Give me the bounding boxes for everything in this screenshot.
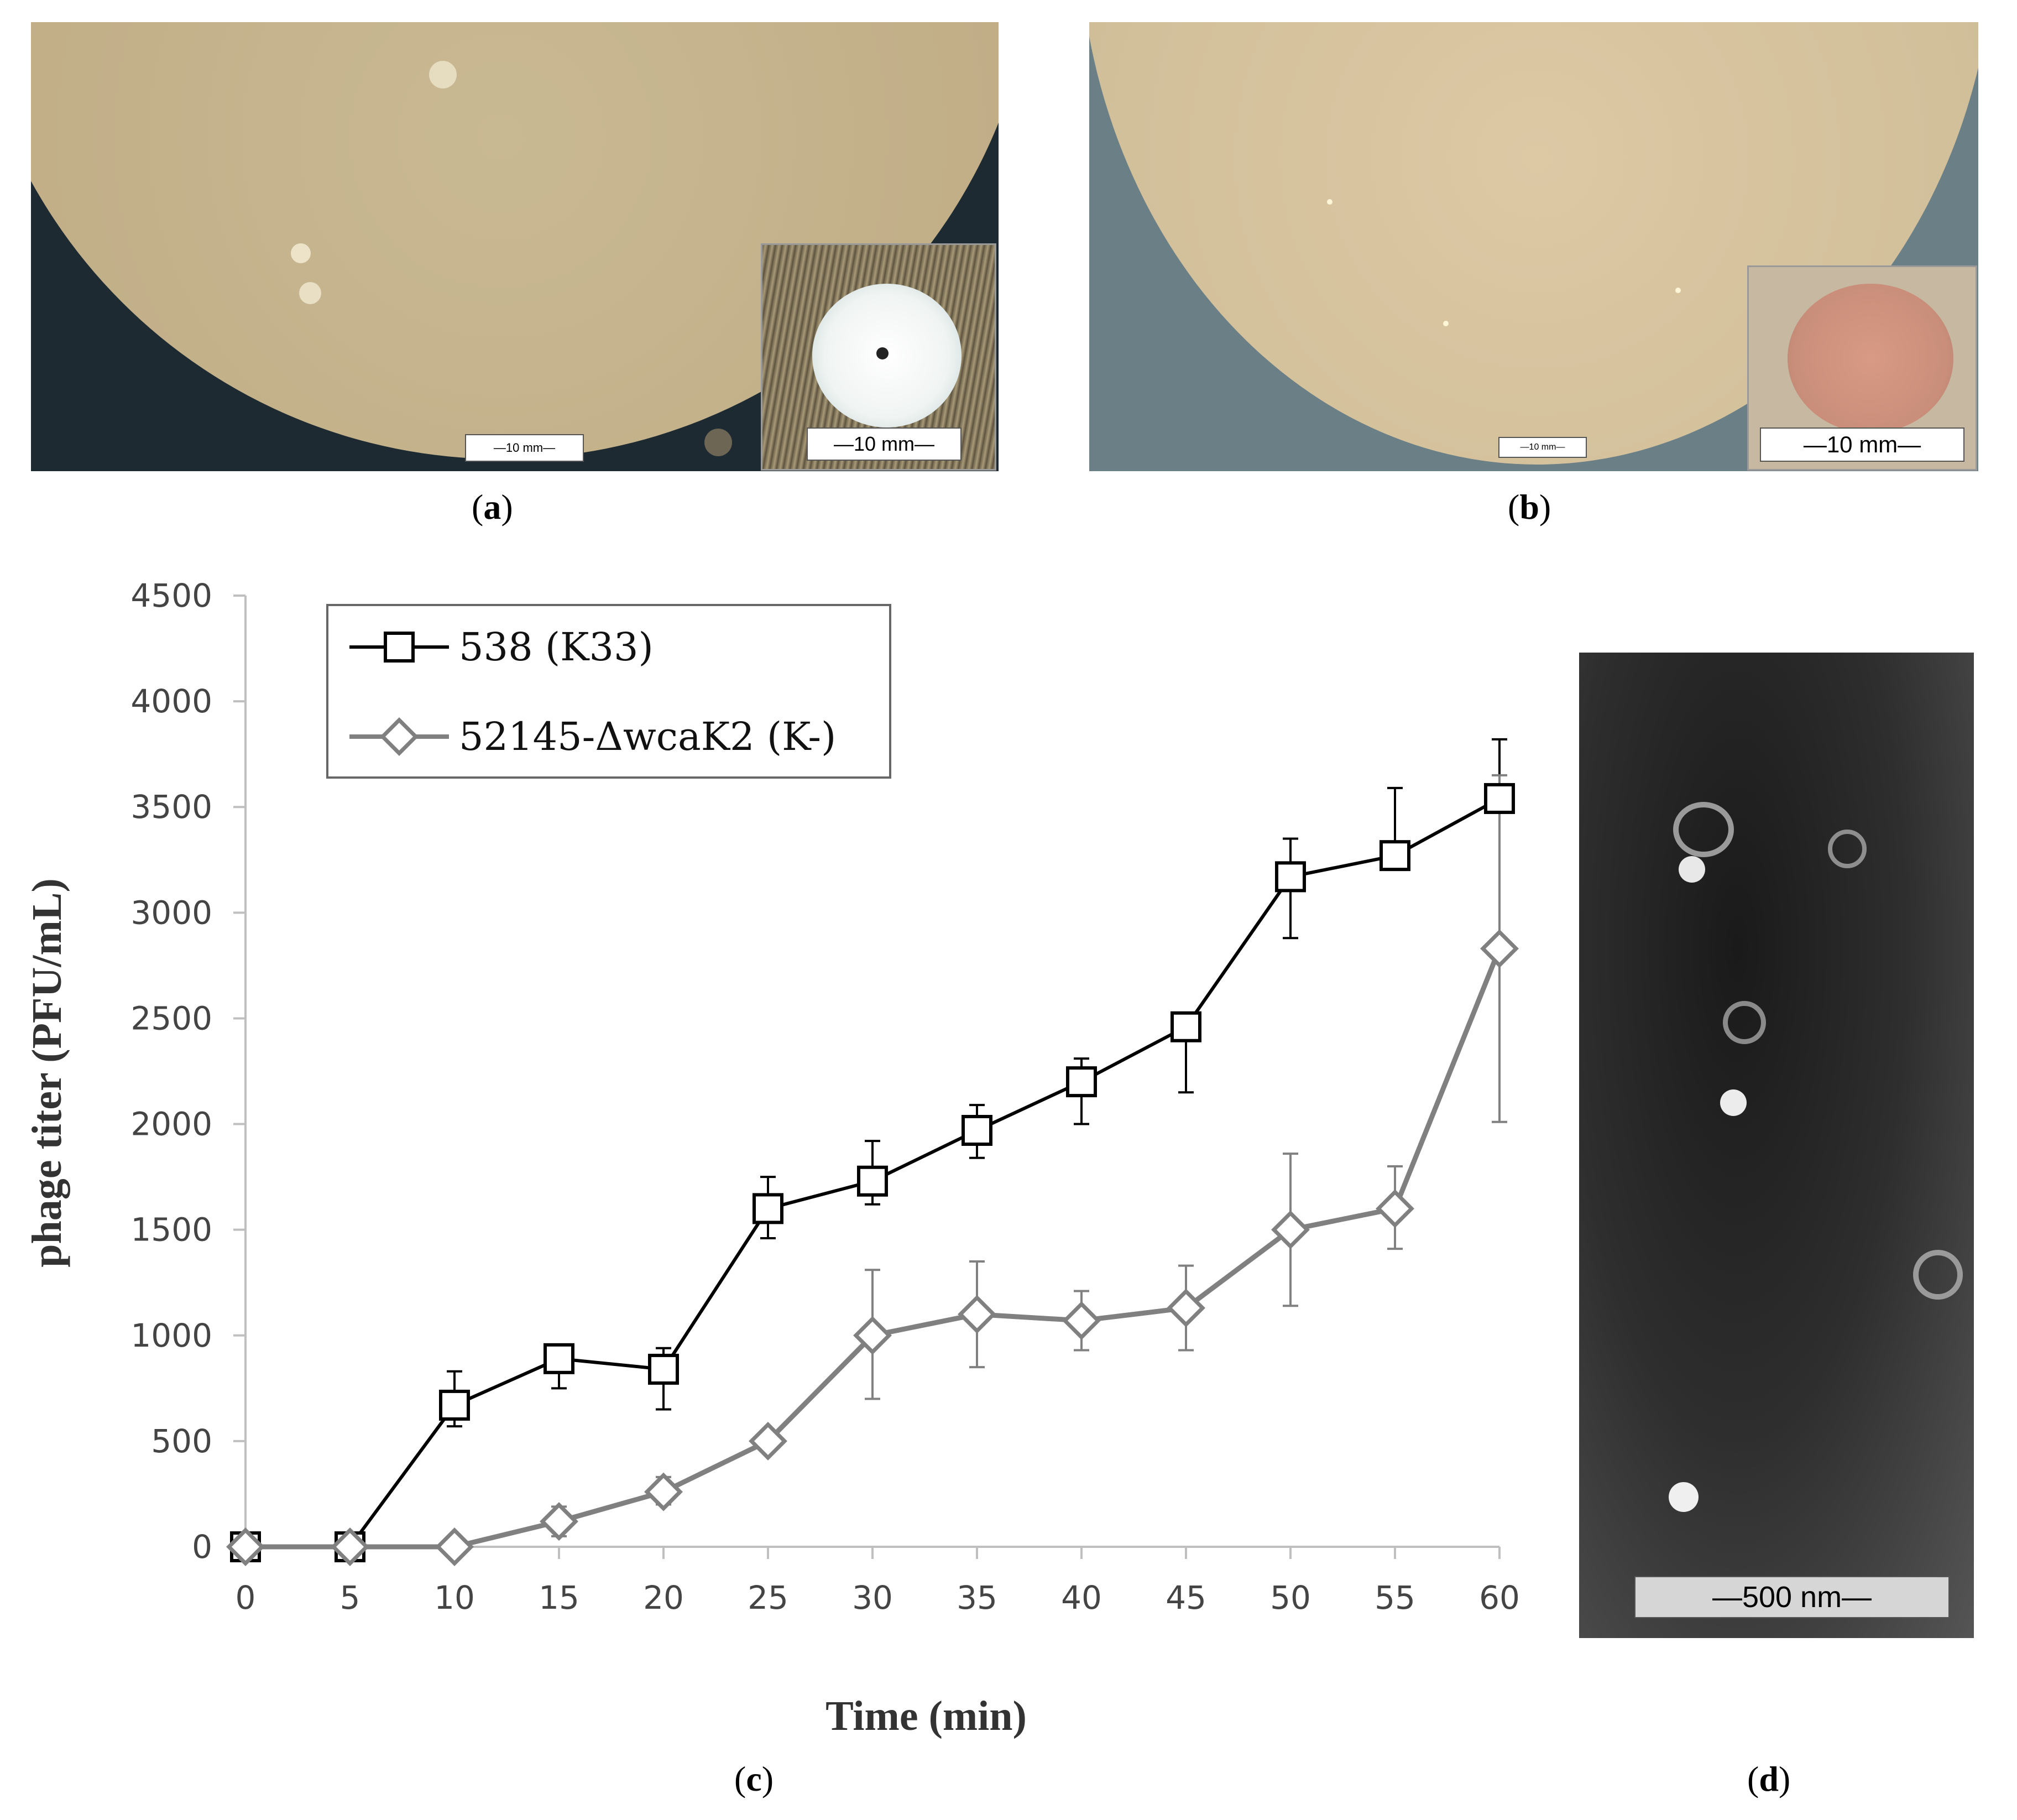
chart-legend: 538 (K33) 52145-ΔwcaK2 (K-) xyxy=(326,604,891,779)
data-point-diamond xyxy=(435,1527,474,1566)
data-point-diamond xyxy=(1271,1210,1310,1249)
dark-spot xyxy=(704,429,732,456)
data-point-square xyxy=(962,1115,992,1146)
inset-scale-bar: —10 mm— xyxy=(1760,427,1964,462)
phage-particle xyxy=(1913,1250,1963,1300)
phage-head xyxy=(1669,1482,1699,1512)
y-tick-label: 500 xyxy=(151,1422,212,1460)
x-tick-label: 30 xyxy=(852,1579,893,1616)
data-point-square xyxy=(648,1353,679,1385)
y-tick-label: 3000 xyxy=(130,894,212,931)
plaque-spot xyxy=(429,61,457,88)
x-tick-label: 15 xyxy=(539,1579,579,1616)
y-tick-label: 2000 xyxy=(130,1105,212,1143)
plaque-spot xyxy=(291,243,311,263)
scale-bar: —10 mm— xyxy=(1498,437,1587,458)
data-point-square xyxy=(1275,861,1306,893)
phage-head xyxy=(1720,1089,1747,1116)
phage-particle xyxy=(1673,802,1734,857)
data-point-diamond xyxy=(958,1295,996,1334)
legend-box xyxy=(326,604,891,779)
x-tick-label: 60 xyxy=(1479,1579,1520,1616)
panel-label-b: (b) xyxy=(1508,487,1551,526)
data-point-square xyxy=(753,1193,783,1224)
legend-square-marker xyxy=(384,632,415,663)
plaque-spot xyxy=(1675,288,1681,293)
data-point-square xyxy=(544,1343,574,1374)
x-tick-label: 0 xyxy=(236,1579,256,1616)
series-markers xyxy=(226,783,1519,1566)
phage-head xyxy=(1679,856,1705,883)
y-tick-label: 4500 xyxy=(130,577,212,614)
legend-label-52145: 52145-ΔwcaK2 (K-) xyxy=(459,714,836,759)
plate-photo-a: —10 mm— —10 mm— xyxy=(31,22,999,471)
data-point-square xyxy=(1484,783,1515,814)
y-tick-label: 1000 xyxy=(130,1317,212,1354)
scale-bar: —10 mm— xyxy=(465,434,584,462)
y-tick-label: 3500 xyxy=(130,788,212,826)
y-tick-label: 4000 xyxy=(130,682,212,720)
micrograph-background xyxy=(1579,653,1974,1638)
plaque-spot xyxy=(1327,199,1333,205)
x-tick-label: 5 xyxy=(340,1579,360,1616)
plate-photo-b: —10 mm— —10 mm— xyxy=(1089,22,1978,471)
plaque-spot xyxy=(299,282,321,304)
x-axis-title: Time (min) xyxy=(825,1693,1027,1739)
inset-photo-a: —10 mm— xyxy=(761,243,996,471)
plaque-spot xyxy=(1443,321,1449,326)
data-point-square xyxy=(857,1165,888,1197)
panel-label-c: (c) xyxy=(734,1759,774,1798)
data-point-diamond xyxy=(749,1421,787,1461)
panel-label-a: (a) xyxy=(472,487,513,526)
data-point-square xyxy=(1066,1066,1097,1098)
data-point-diamond xyxy=(540,1502,578,1541)
inset-photo-b: —10 mm— xyxy=(1747,265,1977,471)
x-tick-label: 25 xyxy=(748,1579,788,1616)
inoculation-point xyxy=(876,347,889,359)
data-point-diamond xyxy=(853,1316,892,1355)
tem-micrograph: —500 nm— xyxy=(1579,653,1974,1638)
series-line xyxy=(245,947,1502,1550)
data-point-diamond xyxy=(1480,929,1519,968)
data-point-square xyxy=(1171,1011,1201,1042)
y-tick-label: 2500 xyxy=(130,999,212,1037)
x-tick-label: 20 xyxy=(643,1579,684,1616)
data-point-diamond xyxy=(1167,1289,1205,1328)
data-point-square xyxy=(439,1389,470,1421)
x-tick-label: 35 xyxy=(957,1579,997,1616)
plaque-disc xyxy=(1788,284,1953,433)
x-tick-label: 50 xyxy=(1270,1579,1311,1616)
x-tick-label: 10 xyxy=(434,1579,475,1616)
y-tick-label: 0 xyxy=(192,1528,212,1566)
data-point-diamond xyxy=(226,1527,265,1566)
data-point-diamond xyxy=(1062,1301,1101,1340)
phage-particle xyxy=(1828,830,1867,868)
y-axis-title: phage titer (PFU/mL) xyxy=(24,878,70,1268)
x-tick-label: 45 xyxy=(1166,1579,1206,1616)
data-point-square xyxy=(1379,840,1410,872)
x-tick-label: 55 xyxy=(1375,1579,1415,1616)
y-tick-label: 1500 xyxy=(130,1211,212,1249)
phage-particle xyxy=(1723,1001,1766,1044)
data-point-diamond xyxy=(644,1472,683,1511)
inset-scale-bar: —10 mm— xyxy=(807,427,962,461)
panel-label-d: (d) xyxy=(1747,1759,1791,1798)
legend-label-538: 538 (K33) xyxy=(459,624,654,670)
chart-axes: 0 500 1000 1500 2000 2500 3000 3500 4000 4500 0 5 10… xyxy=(130,577,1520,1616)
scale-bar: —500 nm— xyxy=(1634,1576,1950,1618)
x-tick-label: 40 xyxy=(1061,1579,1102,1616)
legend-diamond-marker xyxy=(380,717,419,756)
data-point-diamond xyxy=(1376,1189,1414,1228)
data-point-diamond xyxy=(331,1527,369,1566)
